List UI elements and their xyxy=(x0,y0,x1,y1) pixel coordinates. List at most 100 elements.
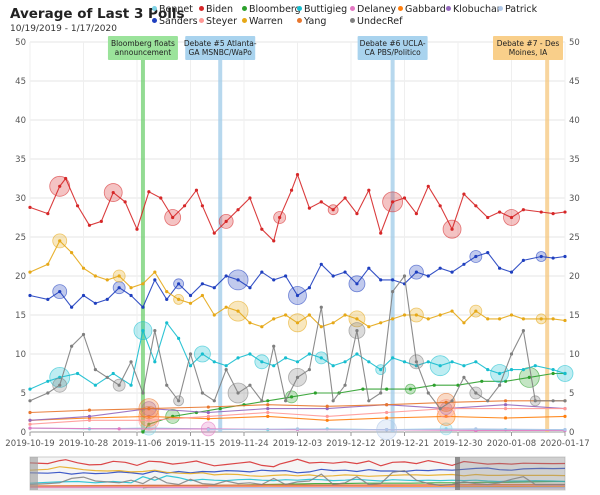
y-tick-label-right: 40 xyxy=(569,116,580,126)
navigator-series xyxy=(29,466,566,477)
x-tick-label: 2019-12-21 xyxy=(380,439,429,449)
data-point xyxy=(272,344,276,348)
legend-item-patrick[interactable]: Patrick xyxy=(498,4,537,16)
poll-bubble xyxy=(556,365,574,382)
data-point xyxy=(414,270,418,274)
poll-bubble xyxy=(49,366,71,388)
data-point xyxy=(81,332,86,337)
data-point xyxy=(498,383,502,387)
data-point xyxy=(135,227,139,231)
poll-bubble xyxy=(227,269,249,291)
legend-swatch xyxy=(350,18,355,23)
y-tick-label-right: 15 xyxy=(569,311,580,321)
legend-item-yang[interactable]: Yang xyxy=(297,16,326,28)
poll-bubble xyxy=(49,175,71,197)
data-point xyxy=(474,427,478,431)
data-point xyxy=(248,352,252,356)
x-tick-label: 2019-10-19 xyxy=(5,439,54,449)
legend-item-gabbard[interactable]: Gabbard xyxy=(398,4,446,16)
data-point xyxy=(379,391,383,395)
data-point xyxy=(236,356,240,360)
data-point xyxy=(105,375,109,379)
data-point xyxy=(212,231,216,235)
legend-item-buttigieg[interactable]: Buttigieg xyxy=(297,4,347,16)
poll-bubble xyxy=(193,345,211,363)
legend-label: Klobuchar xyxy=(453,4,501,15)
data-point xyxy=(58,184,62,188)
y-tick-label-left: 20 xyxy=(15,272,26,282)
data-point xyxy=(509,352,514,356)
data-point xyxy=(414,360,418,364)
data-point xyxy=(177,336,181,340)
series-line-klobuchar xyxy=(29,404,566,421)
data-point xyxy=(117,383,121,387)
legend-item-biden[interactable]: Biden xyxy=(199,4,233,16)
data-point xyxy=(331,321,335,325)
legend-item-delaney[interactable]: Delaney xyxy=(350,4,396,16)
data-point xyxy=(224,364,228,368)
data-point xyxy=(551,256,555,260)
data-point xyxy=(391,317,395,321)
legend-item-undecref[interactable]: UndecRef xyxy=(350,16,402,28)
data-point xyxy=(278,215,282,220)
legend-item-sanders[interactable]: Sanders xyxy=(152,16,198,28)
data-point xyxy=(462,262,466,266)
legend-label: Yang xyxy=(304,16,327,27)
data-point xyxy=(212,286,216,290)
data-point xyxy=(498,210,502,214)
legend-swatch xyxy=(199,6,204,11)
legend-item-warren[interactable]: Warren xyxy=(242,16,283,28)
poll-bubble xyxy=(173,278,185,290)
data-point xyxy=(474,204,478,208)
legend-item-bloomberg[interactable]: Bloomberg xyxy=(242,4,301,16)
data-point xyxy=(212,313,216,317)
data-point xyxy=(93,274,97,278)
y-tick-label-right: 20 xyxy=(569,272,580,282)
y-tick-label-left: 15 xyxy=(15,311,26,321)
poll-bubble xyxy=(227,300,249,322)
data-point xyxy=(367,266,371,270)
data-point xyxy=(177,297,181,301)
data-point xyxy=(426,360,430,364)
data-point xyxy=(70,344,74,348)
data-point xyxy=(58,383,62,387)
data-point xyxy=(200,352,204,356)
data-point xyxy=(331,399,335,403)
data-point xyxy=(58,290,62,294)
data-point xyxy=(325,407,329,411)
data-point xyxy=(462,375,466,379)
annotation-text: CA PBS/Politico xyxy=(364,48,421,57)
poll-bubble xyxy=(348,275,366,293)
legend-swatch xyxy=(297,6,302,11)
poll-bubble xyxy=(288,286,307,305)
poll-bubble xyxy=(164,209,182,226)
legend-item-steyer[interactable]: Steyer xyxy=(199,16,237,28)
data-point xyxy=(527,375,531,379)
data-point xyxy=(343,313,347,317)
data-point xyxy=(260,227,264,231)
data-point xyxy=(539,210,543,214)
annotation-text: announcement xyxy=(115,48,172,57)
data-point xyxy=(450,227,454,231)
legend-item-bennet[interactable]: Bennet xyxy=(152,4,193,16)
data-point xyxy=(367,360,371,364)
data-point xyxy=(165,297,169,301)
data-point xyxy=(379,231,383,235)
poll-bubble xyxy=(254,354,270,370)
data-point xyxy=(319,305,323,309)
data-point xyxy=(503,403,508,407)
navigator-series xyxy=(29,467,566,475)
x-tick-label: 2020-01-17 xyxy=(540,439,589,449)
data-point xyxy=(307,368,311,372)
data-point xyxy=(87,414,92,418)
data-point xyxy=(147,418,151,422)
data-point xyxy=(46,391,50,395)
data-point xyxy=(266,410,270,415)
data-point xyxy=(248,196,252,200)
data-point xyxy=(426,184,430,188)
legend-item-klobuchar[interactable]: Klobuchar xyxy=(446,4,501,16)
data-point xyxy=(117,427,121,431)
data-point xyxy=(509,215,514,220)
data-point xyxy=(165,383,169,387)
data-point xyxy=(539,317,543,321)
